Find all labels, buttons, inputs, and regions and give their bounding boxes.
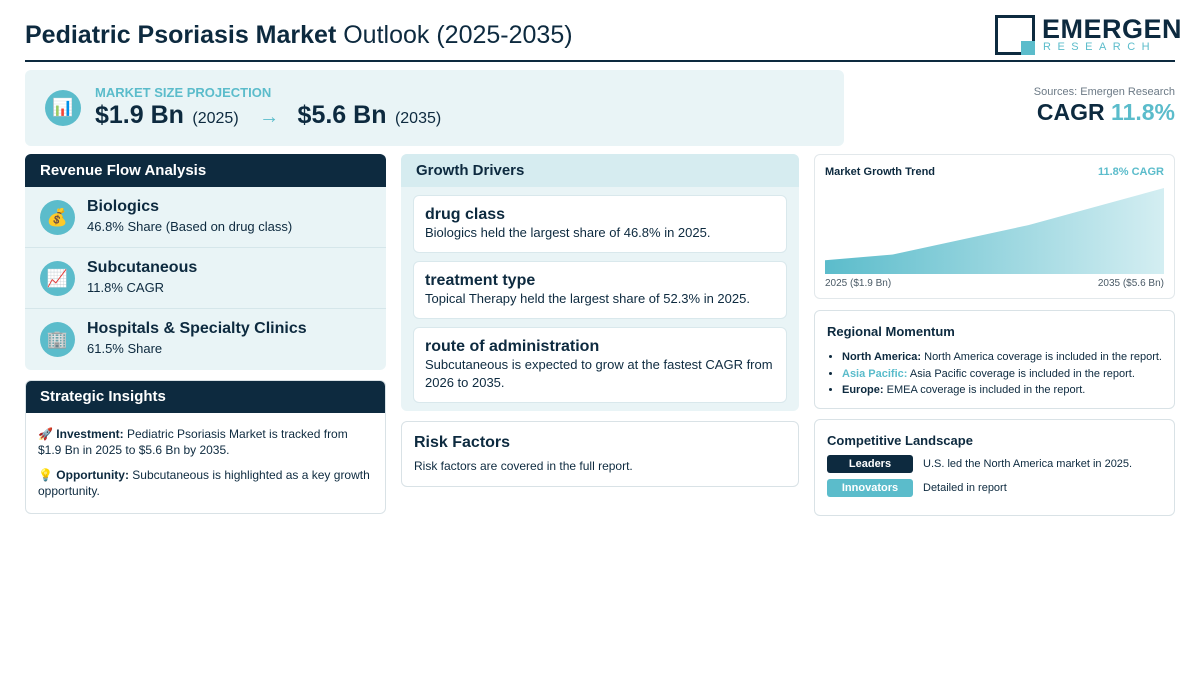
list-item: North America: North America coverage is…: [842, 349, 1162, 366]
region-text: Asia Pacific coverage is included in the…: [909, 367, 1135, 380]
rocket-icon: 🚀: [38, 427, 53, 441]
projection-start-year: (2025): [192, 110, 239, 127]
projection-label: MARKET SIZE PROJECTION: [95, 85, 272, 100]
growth-drivers-title: Growth Drivers: [401, 154, 799, 187]
revenue-item-subtitle: 11.8% CAGR: [87, 280, 165, 295]
logo-mark-icon: [995, 15, 1035, 55]
page-title: Pediatric Psoriasis Market Outlook (2025…: [25, 21, 573, 50]
region-text: EMEA coverage is included in the report.: [886, 384, 1086, 396]
competitive-text: U.S. led the North America market in 202…: [923, 458, 1133, 470]
driver-card: treatment type Topical Therapy held the …: [413, 261, 787, 319]
regional-momentum-panel: Regional Momentum North America: North A…: [814, 310, 1175, 409]
investment-insight: 🚀 Investment: Pediatric Psoriasis Market…: [38, 426, 372, 458]
projection-values: $1.9 Bn (2025) → $5.6 Bn (2035): [95, 101, 441, 130]
revenue-item-title: Biologics: [87, 198, 160, 215]
projection-end-year: (2035): [394, 110, 442, 127]
revenue-item-title: Hospitals & Specialty Clinics: [87, 320, 307, 337]
cagr-label: CAGR: [1036, 99, 1105, 125]
logo-main-text: EMERGEN: [1042, 14, 1183, 44]
risk-factors-title: Risk Factors: [414, 434, 511, 451]
hospital-icon: 🏢: [40, 322, 75, 357]
driver-text: Topical Therapy held the largest share o…: [425, 291, 750, 306]
competitive-title: Competitive Landscape: [827, 433, 973, 448]
opportunity-insight: 💡 Opportunity: Subcutaneous is highlight…: [38, 467, 372, 499]
bar-chart-icon: 📊: [45, 90, 81, 126]
revenue-flow-title: Revenue Flow Analysis: [25, 154, 386, 187]
regional-list: North America: North America coverage is…: [842, 349, 1162, 399]
revenue-item-subtitle: 46.8% Share (Based on drug class): [87, 219, 293, 234]
risk-factors-panel: Risk Factors Risk factors are covered in…: [401, 421, 799, 487]
regional-title: Regional Momentum: [827, 324, 955, 339]
trend-start-label: 2025 ($1.9 Bn): [825, 278, 892, 289]
driver-title: drug class: [425, 206, 506, 223]
cagr-summary: Sources: Emergen Research CAGR 11.8%: [1034, 86, 1175, 126]
opportunity-label: Opportunity:: [56, 468, 129, 482]
strategic-insights-body: 🚀 Investment: Pediatric Psoriasis Market…: [26, 413, 385, 499]
driver-card: drug class Biologics held the largest sh…: [413, 195, 787, 253]
trend-title: Market Growth Trend: [825, 166, 936, 178]
sources-text: Sources: Emergen Research: [1033, 86, 1175, 98]
investment-text: Pediatric Psoriasis Market is tracked fr…: [38, 427, 348, 457]
leaders-tag: Leaders: [827, 455, 913, 473]
driver-card: route of administration Subcutaneous is …: [413, 327, 787, 403]
strategic-insights-panel: Strategic Insights 🚀 Investment: Pediatr…: [25, 380, 386, 514]
revenue-flow-panel: Revenue Flow Analysis 💰 Biologics 46.8% …: [25, 154, 386, 370]
list-item: Europe: EMEA coverage is included in the…: [842, 382, 1162, 399]
page-title-rest: Outlook (2025-2035): [343, 21, 573, 49]
logo-sub-text: RESEARCH: [1043, 41, 1157, 53]
list-item: Asia Pacific: Asia Pacific coverage is i…: [842, 366, 1162, 383]
revenue-item: 💰 Biologics 46.8% Share (Based on drug c…: [25, 187, 386, 248]
trend-area-chart: [825, 188, 1164, 274]
arrow-right-icon: →: [259, 106, 280, 128]
driver-title: route of administration: [425, 338, 600, 355]
trend-up-icon: 📈: [40, 261, 75, 296]
competitive-row: Innovators Detailed in report: [827, 479, 1007, 497]
trend-area-series: [825, 188, 1164, 274]
innovators-tag: Innovators: [827, 479, 913, 497]
driver-title: treatment type: [425, 272, 536, 289]
cagr-value: 11.8%: [1111, 99, 1175, 125]
region-label: Europe:: [842, 384, 884, 396]
competitive-row: Leaders U.S. led the North America marke…: [827, 455, 1132, 473]
risk-factors-text: Risk factors are covered in the full rep…: [414, 459, 633, 473]
opportunity-text: Subcutaneous is highlighted as a key gro…: [38, 468, 370, 498]
revenue-item-subtitle: 61.5% Share: [87, 341, 163, 356]
driver-text: Biologics held the largest share of 46.8…: [425, 225, 711, 240]
money-bag-icon: 💰: [40, 200, 75, 235]
cagr-headline: CAGR 11.8%: [1034, 99, 1175, 126]
driver-text: Subcutaneous is expected to grow at the …: [425, 357, 773, 390]
competitive-landscape-panel: Competitive Landscape Leaders U.S. led t…: [814, 419, 1175, 516]
market-growth-trend-panel: Market Growth Trend 11.8% CAGR 2025 ($1.…: [814, 154, 1175, 299]
revenue-item: 🏢 Hospitals & Specialty Clinics 61.5% Sh…: [25, 309, 386, 370]
lightbulb-icon: 💡: [38, 468, 53, 482]
revenue-item: 📈 Subcutaneous 11.8% CAGR: [25, 248, 386, 309]
region-label: North America:: [842, 351, 922, 363]
emergen-logo[interactable]: EMERGEN RESEARCH: [995, 14, 1182, 56]
trend-cagr: 11.8% CAGR: [1097, 166, 1164, 178]
region-label: Asia Pacific:: [842, 367, 908, 380]
market-size-projection: 📊 MARKET SIZE PROJECTION $1.9 Bn (2025) …: [25, 70, 844, 146]
revenue-item-title: Subcutaneous: [87, 259, 198, 276]
trend-end-label: 2035 ($5.6 Bn): [1097, 278, 1164, 289]
investment-label: Investment:: [56, 427, 124, 441]
competitive-text: Detailed in report: [923, 482, 1007, 494]
projection-start-value: $1.9 Bn: [95, 101, 184, 129]
header: Pediatric Psoriasis Market Outlook (2025…: [25, 12, 1182, 62]
strategic-insights-title: Strategic Insights: [26, 381, 385, 413]
region-text: North America coverage is included in th…: [924, 351, 1162, 363]
projection-end-value: $5.6 Bn: [297, 101, 387, 129]
page-title-bold: Pediatric Psoriasis Market: [25, 21, 337, 49]
growth-drivers-panel: Growth Drivers drug class Biologics held…: [401, 154, 799, 411]
